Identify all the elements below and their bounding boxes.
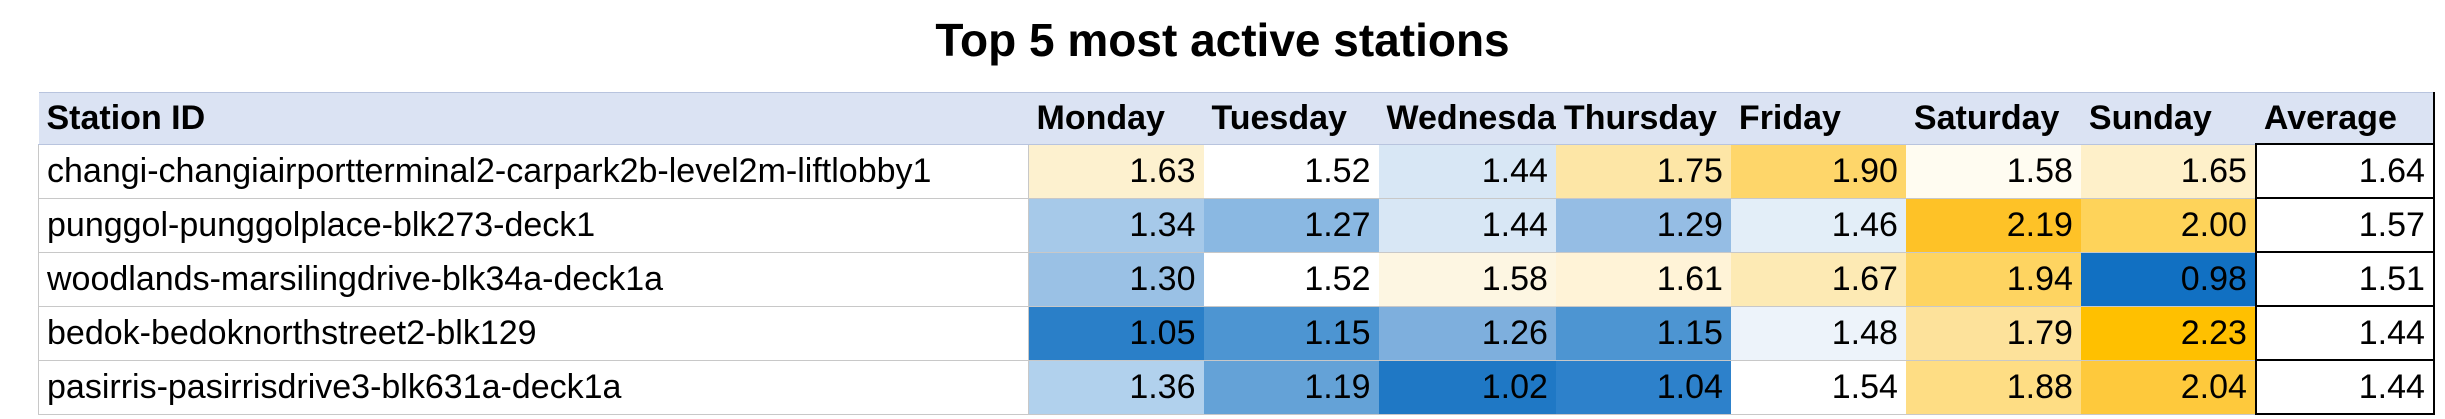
header-row: Station ID Monday Tuesday Wednesda Thurs…: [38, 92, 2435, 145]
heatmap-cell-monday: 1.36: [1028, 359, 1204, 415]
heatmap-cell-thursday: 1.15: [1555, 305, 1731, 361]
average-cell: 1.64: [2254, 143, 2435, 199]
header-station-id: Station ID: [38, 92, 1029, 145]
heatmap-cell-thursday: 1.75: [1555, 143, 1731, 199]
table-row: changi-changiairportterminal2-carpark2b-…: [38, 143, 2435, 199]
station-id-cell: pasirris-pasirrisdrive3-blk631a-deck1a: [38, 359, 1029, 415]
heatmap-cell-sunday: 2.00: [2080, 197, 2256, 253]
heatmap-cell-sunday: 2.23: [2080, 305, 2256, 361]
table-row: woodlands-marsilingdrive-blk34a-deck1a 1.…: [38, 251, 2435, 307]
header-average: Average: [2255, 92, 2435, 145]
heatmap-cell-tuesday: 1.19: [1203, 359, 1379, 415]
heatmap-cell-friday: 1.67: [1730, 251, 1906, 307]
heatmap-cell-monday: 1.63: [1028, 143, 1204, 199]
table-row: bedok-bedoknorthstreet2-blk129 1.05 1.15 1.…: [38, 305, 2435, 361]
heatmap-cell-friday: 1.54: [1730, 359, 1906, 415]
average-cell: 1.44: [2254, 359, 2435, 415]
heatmap-cell-tuesday: 1.27: [1203, 197, 1379, 253]
heatmap-cell-monday: 1.34: [1028, 197, 1204, 253]
heatmap-cell-wednesday: 1.02: [1378, 359, 1556, 415]
table-row: punggol-punggolplace-blk273-deck1 1.34 1.2…: [38, 197, 2435, 253]
heatmap-cell-sunday: 0.98: [2080, 251, 2256, 307]
heatmap-cell-saturday: 1.58: [1905, 143, 2081, 199]
heatmap-cell-thursday: 1.04: [1555, 359, 1731, 415]
heatmap-cell-saturday: 1.94: [1905, 251, 2081, 307]
station-id-cell: bedok-bedoknorthstreet2-blk129: [38, 305, 1029, 361]
header-friday: Friday: [1730, 92, 1906, 145]
heatmap-cell-saturday: 1.79: [1905, 305, 2081, 361]
heatmap-cell-wednesday: 1.58: [1378, 251, 1556, 307]
average-cell: 1.44: [2254, 305, 2435, 361]
header-saturday: Saturday: [1905, 92, 2081, 145]
header-monday: Monday: [1028, 92, 1204, 145]
heatmap-cell-thursday: 1.29: [1555, 197, 1731, 253]
table-row: pasirris-pasirrisdrive3-blk631a-deck1a 1.…: [38, 359, 2435, 415]
station-id-cell: woodlands-marsilingdrive-blk34a-deck1a: [38, 251, 1029, 307]
heatmap-table-container: Station ID Monday Tuesday Wednesda Thurs…: [38, 92, 2435, 415]
chart-title: Top 5 most active stations: [935, 14, 1510, 66]
station-id-cell: punggol-punggolplace-blk273-deck1: [38, 197, 1029, 253]
table-body: changi-changiairportterminal2-carpark2b-…: [38, 143, 2435, 415]
header-thursday: Thursday: [1555, 92, 1731, 145]
heatmap-cell-wednesday: 1.44: [1378, 197, 1556, 253]
average-cell: 1.57: [2254, 197, 2435, 253]
header-tuesday: Tuesday: [1203, 92, 1379, 145]
heatmap-cell-thursday: 1.61: [1555, 251, 1731, 307]
heatmap-cell-monday: 1.30: [1028, 251, 1204, 307]
station-id-cell: changi-changiairportterminal2-carpark2b-…: [38, 143, 1029, 199]
average-cell: 1.51: [2254, 251, 2435, 307]
heatmap-cell-tuesday: 1.52: [1203, 251, 1379, 307]
header-sunday: Sunday: [2080, 92, 2256, 145]
header-wednesday: Wednesda: [1378, 92, 1556, 145]
heatmap-cell-saturday: 1.88: [1905, 359, 2081, 415]
heatmap-cell-friday: 1.46: [1730, 197, 1906, 253]
heatmap-cell-wednesday: 1.26: [1378, 305, 1556, 361]
heatmap-cell-monday: 1.05: [1028, 305, 1204, 361]
heatmap-cell-saturday: 2.19: [1905, 197, 2081, 253]
heatmap-table: Station ID Monday Tuesday Wednesda Thurs…: [38, 92, 2435, 415]
heatmap-cell-sunday: 2.04: [2080, 359, 2256, 415]
heatmap-cell-tuesday: 1.15: [1203, 305, 1379, 361]
heatmap-cell-sunday: 1.65: [2080, 143, 2256, 199]
heatmap-cell-wednesday: 1.44: [1378, 143, 1556, 199]
heatmap-cell-friday: 1.48: [1730, 305, 1906, 361]
heatmap-cell-friday: 1.90: [1730, 143, 1906, 199]
heatmap-cell-tuesday: 1.52: [1203, 143, 1379, 199]
